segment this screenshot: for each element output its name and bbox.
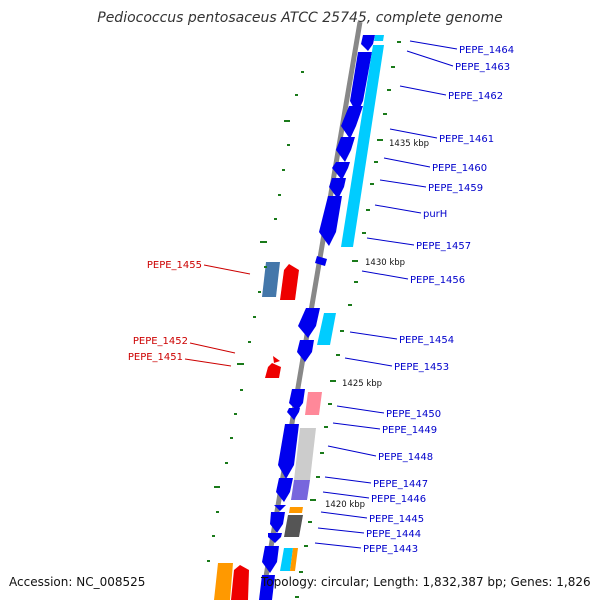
- gene-label[interactable]: PEPE_1456: [410, 275, 465, 286]
- gene-block[interactable]: [214, 563, 233, 600]
- forward-gene-labels: PEPE_1464 PEPE_1463 PEPE_1462 PEPE_1461 …: [363, 45, 514, 555]
- gene-label[interactable]: PEPE_1461: [439, 134, 494, 145]
- gene-label[interactable]: PEPE_1444: [366, 529, 421, 540]
- cds-block[interactable]: [291, 480, 310, 500]
- forward-label-leaders: [314, 40, 458, 549]
- gene-label[interactable]: PEPE_1457: [416, 241, 471, 252]
- scale-label-1425: 1425 kbp: [342, 379, 382, 389]
- gene-label[interactable]: PEPE_1451: [128, 352, 183, 363]
- scale-label-1430: 1430 kbp: [365, 258, 405, 268]
- gene-label[interactable]: PEPE_1454: [399, 335, 454, 346]
- gene-label[interactable]: PEPE_1445: [369, 514, 424, 525]
- gene-arrow[interactable]: [270, 512, 285, 533]
- gene-arrow[interactable]: [319, 196, 342, 246]
- gene-label[interactable]: PEPE_1453: [394, 362, 449, 373]
- reverse-label-leaders: [184, 264, 251, 367]
- gene-label[interactable]: PEPE_1443: [363, 544, 418, 555]
- scale-label-1420: 1420 kbp: [325, 500, 365, 510]
- gene-label[interactable]: PEPE_1463: [455, 62, 510, 73]
- gene-label[interactable]: PEPE_1462: [448, 91, 503, 102]
- gene-arrow[interactable]: [265, 363, 281, 378]
- gene-label[interactable]: PEPE_1449: [382, 425, 437, 436]
- gene-arrow[interactable]: [273, 356, 280, 363]
- gene-arrow[interactable]: [268, 533, 282, 543]
- gene-arrow[interactable]: [329, 178, 346, 199]
- gene-arrow[interactable]: [287, 408, 300, 420]
- tick-marks: [207, 41, 401, 598]
- cds-block[interactable]: [289, 507, 303, 513]
- gene-arrow[interactable]: [298, 308, 320, 338]
- gene-label[interactable]: PEPE_1447: [373, 479, 428, 490]
- reverse-gene-labels: PEPE_1455 PEPE_1452 PEPE_1451: [128, 260, 202, 363]
- gene-arrow[interactable]: [297, 340, 314, 362]
- cds-block[interactable]: [290, 548, 298, 571]
- gene-label[interactable]: purH: [423, 209, 447, 220]
- cds-block[interactable]: [294, 428, 316, 480]
- gene-arrow[interactable]: [289, 389, 305, 411]
- genome-title: Pediococcus pentosaceus ATCC 25745, comp…: [97, 10, 503, 26]
- gene-arrow[interactable]: [332, 162, 350, 180]
- scale-labels: 1435 kbp 1430 kbp 1425 kbp 1420 kbp: [325, 139, 429, 510]
- gene-label[interactable]: PEPE_1446: [371, 494, 426, 505]
- gene-label[interactable]: PEPE_1452: [133, 336, 188, 347]
- cds-block[interactable]: [280, 548, 293, 571]
- gene-label[interactable]: PEPE_1455: [147, 260, 202, 271]
- gene-arrow[interactable]: [262, 546, 279, 573]
- cds-block[interactable]: [317, 313, 336, 345]
- gene-arrow[interactable]: [231, 565, 249, 600]
- cds-block[interactable]: [374, 35, 384, 41]
- gene-label[interactable]: PEPE_1448: [378, 452, 433, 463]
- gene-arrow[interactable]: [276, 478, 293, 502]
- gene-arrow[interactable]: [350, 52, 372, 114]
- gene-arrow[interactable]: [315, 256, 327, 266]
- gene-arrow[interactable]: [341, 106, 363, 139]
- gene-block[interactable]: [262, 262, 280, 297]
- topology-text: Topology: circular; Length: 1,832,387 bp…: [261, 575, 591, 589]
- accession-text: Accession: NC_008525: [9, 575, 146, 589]
- gene-arrow[interactable]: [361, 35, 375, 51]
- cds-block[interactable]: [284, 515, 303, 537]
- reverse-genes: [214, 262, 299, 600]
- scale-label-1435: 1435 kbp: [389, 139, 429, 149]
- gene-arrow[interactable]: [278, 424, 299, 479]
- gene-label[interactable]: PEPE_1460: [432, 163, 487, 174]
- cds-block[interactable]: [341, 45, 384, 247]
- forward-genes: [259, 35, 375, 600]
- gene-arrow[interactable]: [336, 137, 355, 162]
- gene-arrow[interactable]: [274, 505, 286, 511]
- cds-block[interactable]: [305, 392, 322, 415]
- gene-label[interactable]: PEPE_1459: [428, 183, 483, 194]
- gene-arrow[interactable]: [259, 575, 275, 600]
- cds-track: [280, 35, 384, 571]
- gene-label[interactable]: PEPE_1450: [386, 409, 441, 420]
- gene-label[interactable]: PEPE_1464: [459, 45, 514, 56]
- gene-arrow[interactable]: [280, 264, 299, 300]
